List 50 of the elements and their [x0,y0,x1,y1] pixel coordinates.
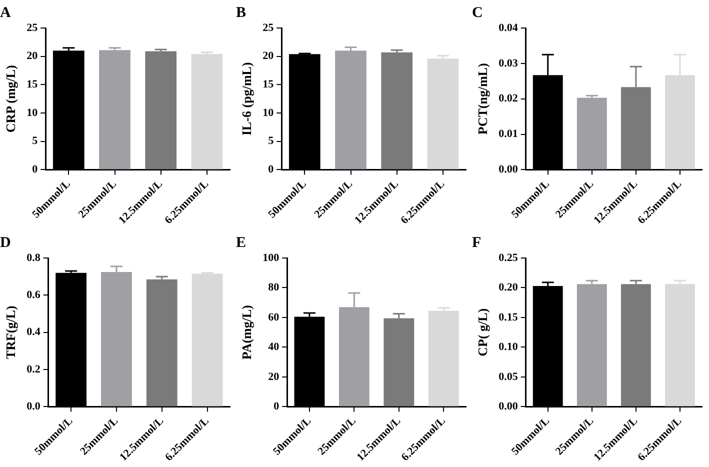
bar [192,274,223,406]
y-tick-label: 0.00 [498,400,518,413]
y-tick-label: 0.05 [498,370,518,383]
y-tick-label: 0.6 [26,289,41,302]
y-tick-label: 10 [26,106,38,119]
y-tick-label: 0.4 [26,326,41,338]
bar [428,310,459,406]
y-tick-label: 0.0 [26,400,41,413]
y-axis-title: TRF(g/L) [3,306,18,360]
y-tick-label: 0.10 [498,341,518,354]
chart-title: C [472,4,483,21]
y-tick-label: 5 [32,135,38,148]
bar [146,279,178,406]
y-tick-label: 0.02 [498,92,518,105]
y-tick-label: 100 [262,252,280,264]
y-axis-title: IL-6 (pg/mL) [239,62,254,136]
y-tick-label: 0.8 [26,252,41,264]
y-tick-label: 40 [268,341,280,354]
y-axis-title: PCT(ng/mL) [475,63,490,135]
y-tick-label: 0.25 [498,252,518,264]
y-tick-label: 0.00 [498,164,518,176]
y-tick-label: 20 [262,50,274,62]
y-tick-label: 0 [32,164,38,176]
bar [576,98,607,170]
chart-title: B [236,4,246,21]
y-tick-label: 0.15 [498,311,518,324]
chart-title: E [236,234,246,251]
y-tick-label: 20 [26,50,38,62]
y-tick-label: 0.20 [498,282,518,294]
y-tick-label: 5 [268,135,274,148]
y-tick-label: 10 [262,106,274,119]
y-tick-label: 60 [268,311,280,324]
y-tick-label: 0.03 [498,57,518,70]
y-tick-label: 0 [274,400,280,413]
y-tick-label: 20 [268,370,280,383]
y-tick-label: 80 [268,282,280,294]
y-axis-title: PA(mg/L) [239,305,254,360]
y-axis-title: CP( g/L) [475,308,490,356]
y-tick-label: 0.04 [498,22,518,34]
y-tick-label: 0.2 [26,363,41,376]
chart-title: D [0,234,11,251]
chart-title: F [472,234,482,251]
chart-title: A [0,4,11,21]
y-tick-label: 25 [26,22,38,34]
y-tick-label: 15 [262,78,274,91]
y-tick-label: 0 [268,164,274,176]
y-tick-label: 25 [262,22,274,34]
y-tick-label: 0.01 [498,128,518,140]
y-axis-title: CRP (mg/L) [3,65,18,133]
y-tick-label: 15 [26,78,38,91]
